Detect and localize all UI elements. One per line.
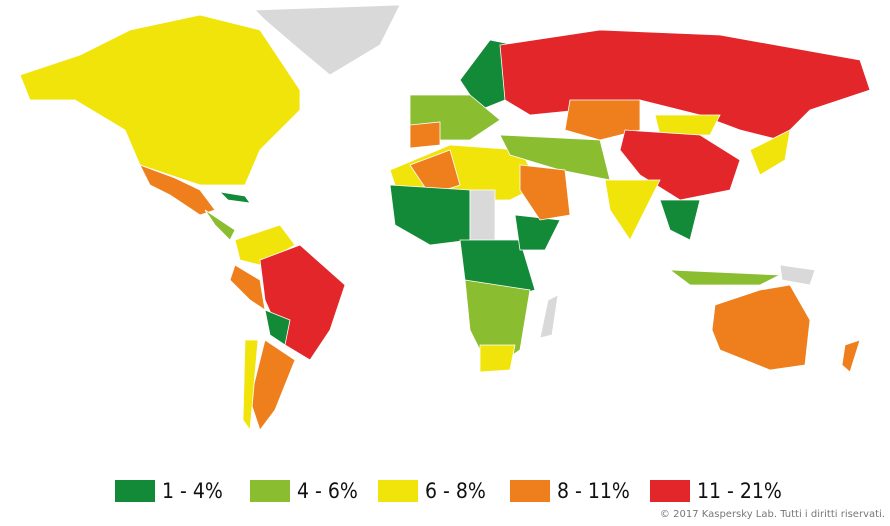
south-africa: [479, 344, 516, 373]
russia: [499, 29, 871, 141]
india: [604, 179, 661, 241]
mongolia: [654, 114, 721, 136]
north-america: [19, 14, 301, 186]
west-africa: [389, 184, 471, 246]
brazil: [259, 244, 346, 361]
greenland: [254, 4, 401, 76]
southeast-asia: [659, 199, 701, 241]
legend-swatch: [115, 480, 155, 502]
saudi-arabia: [519, 164, 571, 221]
copyright: © 2017 Kaspersky Lab. Tutti i diritti ri…: [660, 509, 885, 520]
legend-label: 1 - 4%: [162, 479, 223, 503]
world-map: [19, 4, 871, 432]
australia: [711, 284, 811, 371]
chile: [242, 339, 259, 432]
legend-label: 4 - 6%: [297, 479, 358, 503]
algeria: [409, 149, 461, 196]
japan: [749, 129, 791, 176]
sudan: [469, 189, 496, 246]
bolivia-paraguay: [264, 309, 291, 346]
turkey-iran: [499, 134, 611, 181]
legend-swatch: [510, 480, 550, 502]
peru: [229, 264, 266, 311]
indonesia: [668, 269, 782, 286]
legend-label: 11 - 21%: [697, 479, 782, 503]
madagascar: [539, 294, 559, 339]
cuba: [218, 191, 251, 204]
china: [619, 129, 741, 201]
legend-swatch: [378, 480, 418, 502]
central-asia: [564, 99, 641, 141]
legend-swatch: [250, 480, 290, 502]
central-america: [204, 209, 236, 241]
legend-label: 6 - 8%: [425, 479, 486, 503]
legend: 1 - 4% 4 - 6% 6 - 8% 8 - 11% 11 - 21%: [115, 479, 782, 503]
spain: [409, 121, 441, 149]
legend-label: 8 - 11%: [557, 479, 630, 503]
new-zealand: [841, 339, 861, 373]
legend-swatch: [650, 480, 690, 502]
ethiopia: [514, 214, 561, 251]
papua: [779, 264, 816, 286]
